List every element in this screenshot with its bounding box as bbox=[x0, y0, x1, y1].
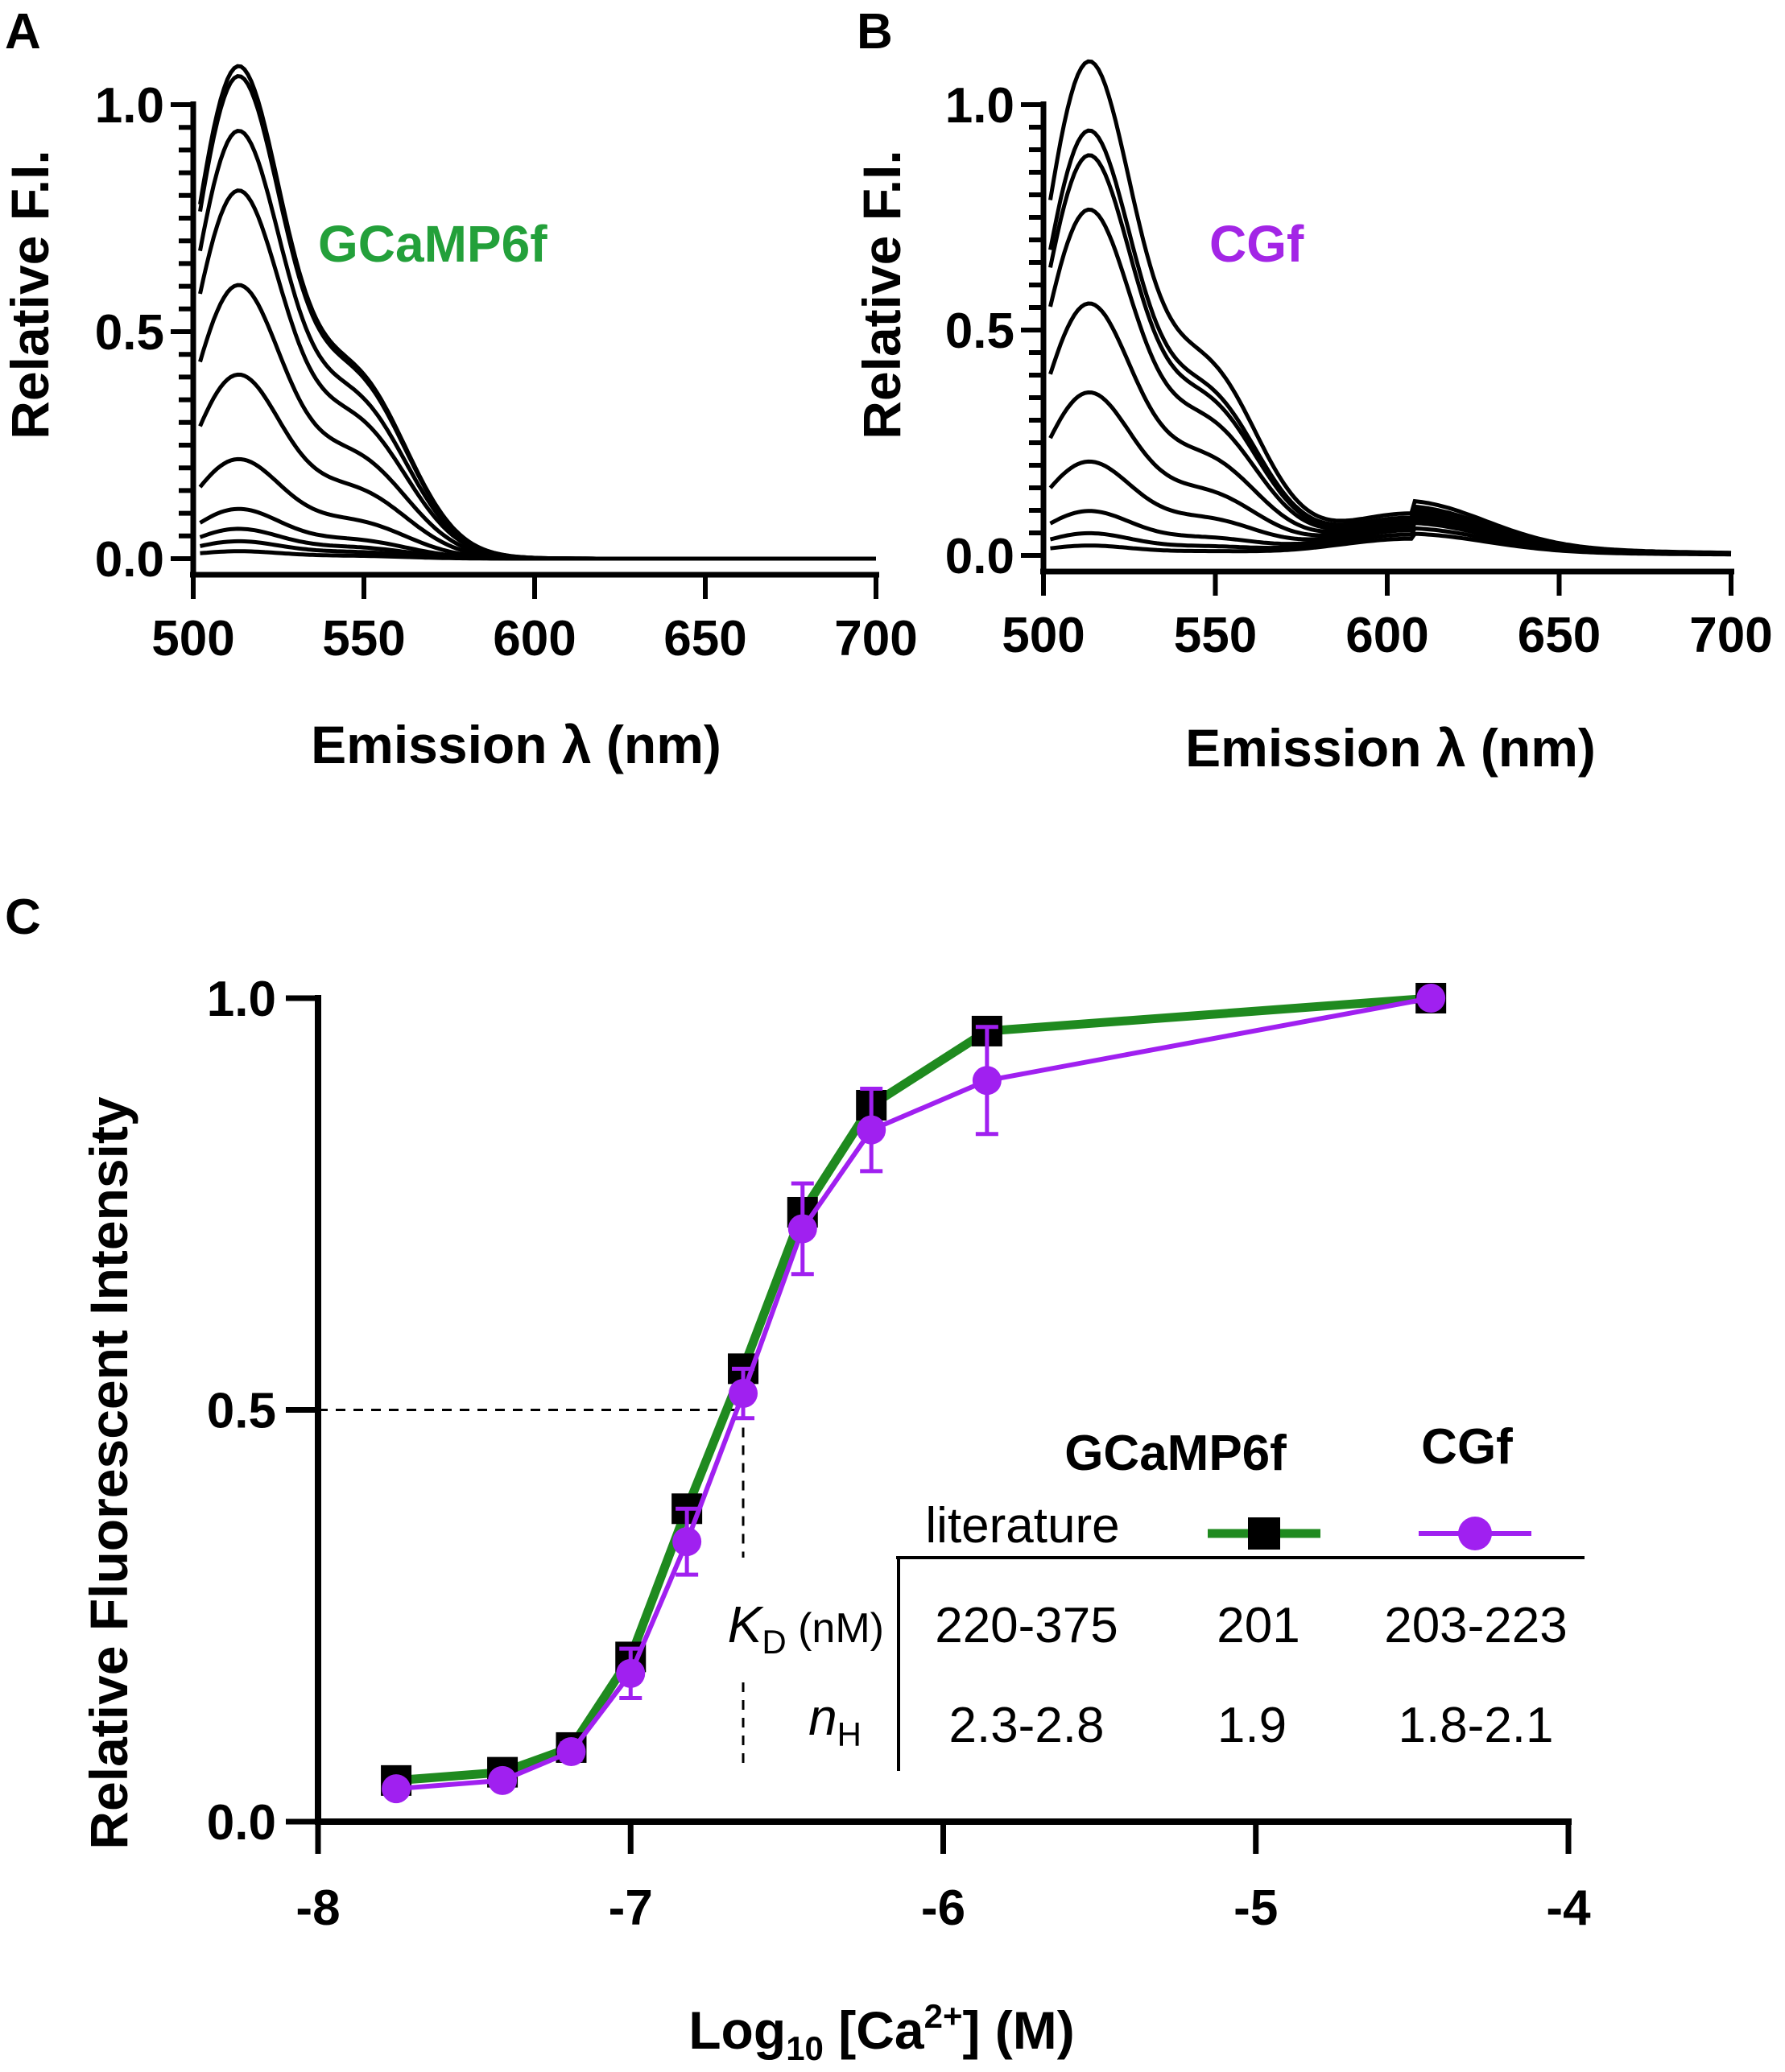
x-tick-label: 600 bbox=[493, 611, 576, 667]
table-header-literature: literature bbox=[925, 1498, 1119, 1554]
spectrum-curve-4 bbox=[199, 506, 876, 561]
spectrum-curve-11 bbox=[198, 64, 876, 561]
y-tick-label: 1.0 bbox=[945, 78, 1014, 134]
gcamp-series-line bbox=[395, 993, 1432, 1785]
y-tick-label: 0.5 bbox=[95, 305, 164, 361]
cgf-point-1 bbox=[382, 1774, 411, 1804]
x-tick-label: -5 bbox=[1233, 1880, 1278, 1936]
y-tick-label: 0.0 bbox=[945, 529, 1014, 584]
y-tick-label: 1.0 bbox=[207, 972, 276, 1027]
panel-a-axes: 0.0 0.5 1.0 500 550 600 650 700 bbox=[95, 78, 918, 667]
x-title-sup: 2+ bbox=[924, 1997, 963, 2035]
cgf-point-10 bbox=[1416, 984, 1446, 1013]
spectrum-curve-9 bbox=[1048, 128, 1731, 555]
panel-b: B CGf 0.0 0.5 1.0 500 550 600 650 700 Emission … bbox=[852, 4, 1773, 778]
cgf-point-4 bbox=[616, 1658, 646, 1688]
row-label-kd: KD (nM) bbox=[728, 1595, 884, 1661]
cgf-series-line bbox=[395, 996, 1432, 1792]
cgf-point-2 bbox=[488, 1765, 518, 1795]
panel-c-series bbox=[381, 983, 1447, 1804]
table-header-cgf: CGf bbox=[1421, 1419, 1513, 1475]
panel-c-half-max-guides bbox=[318, 1409, 745, 1771]
x-tick-label: -8 bbox=[295, 1880, 340, 1936]
panel-c-axes: 0.0 0.5 1.0 -8 -7 -6 -5 -4 bbox=[207, 972, 1591, 1936]
panel-a-inset-label: GCaMP6f bbox=[318, 215, 547, 273]
spectrum-curve-7 bbox=[198, 283, 876, 561]
parameter-table: GCaMP6f CGf literature KD (nM) nH 220-37… bbox=[728, 1419, 1585, 1771]
row-label-nh: nH bbox=[808, 1688, 862, 1753]
cgf-point-6 bbox=[729, 1379, 758, 1409]
y-tick-label: 1.0 bbox=[95, 78, 164, 134]
x-tick-label: 500 bbox=[151, 611, 234, 667]
x-tick-label: 650 bbox=[1518, 608, 1601, 663]
cgf-point-3 bbox=[556, 1737, 586, 1767]
cgf-point-8 bbox=[857, 1115, 886, 1145]
nh-main: n bbox=[808, 1688, 837, 1746]
cgf-point-9 bbox=[972, 1066, 1002, 1096]
kd-main: K bbox=[728, 1595, 765, 1653]
cgf-point-5 bbox=[672, 1527, 702, 1557]
y-tick-label: 0.0 bbox=[207, 1795, 276, 1851]
x-tick-label: 700 bbox=[834, 611, 917, 667]
panel-a-curves bbox=[198, 64, 876, 561]
panel-a: A GCaMP6f 0.0 0.5 1.0 500 550 600 650 700 Emiss… bbox=[0, 4, 918, 774]
panel-b-y-axis-title: Relative F.I. bbox=[852, 150, 911, 440]
legend-gcamp-square-marker bbox=[1248, 1517, 1280, 1550]
panel-c-letter: C bbox=[5, 889, 41, 945]
x-title-ca: [Ca bbox=[824, 2000, 925, 2060]
panel-a-x-axis-title: Emission λ (nm) bbox=[311, 715, 721, 774]
y-tick-label: 0.5 bbox=[207, 1384, 276, 1439]
x-tick-label: -4 bbox=[1546, 1880, 1591, 1936]
x-tick-label: 550 bbox=[1174, 608, 1257, 663]
x-tick-label: 500 bbox=[1002, 608, 1085, 663]
x-title-sub: 10 bbox=[786, 2029, 824, 2067]
x-title-log: Log bbox=[688, 2000, 786, 2060]
spectrum-curve-10 bbox=[1048, 59, 1732, 555]
cell-nh-literature: 2.3-2.8 bbox=[948, 1698, 1104, 1753]
x-tick-label: -6 bbox=[921, 1880, 965, 1936]
table-header-gcamp: GCaMP6f bbox=[1064, 1426, 1287, 1481]
x-tick-label: 650 bbox=[663, 611, 746, 667]
cgf-point-7 bbox=[787, 1214, 817, 1244]
panel-b-curves bbox=[1048, 59, 1732, 557]
x-tick-label: 600 bbox=[1345, 608, 1428, 663]
panel-b-axes: 0.0 0.5 1.0 500 550 600 650 700 bbox=[945, 78, 1773, 663]
panel-c-y-axis-title: Relative Fluorescent Intensity bbox=[79, 1096, 138, 1850]
cell-nh-cgf: 1.8-2.1 bbox=[1398, 1698, 1553, 1753]
y-tick-label: 0.5 bbox=[945, 303, 1014, 359]
x-tick-label: -7 bbox=[609, 1880, 653, 1936]
cell-kd-cgf: 203-223 bbox=[1384, 1598, 1568, 1653]
kd-sub: D bbox=[762, 1623, 786, 1661]
panel-b-inset-label: CGf bbox=[1209, 215, 1304, 273]
nh-sub: H bbox=[837, 1715, 862, 1753]
panel-c: C 0.0 0.5 1.0 -8 -7 -6 -5 -4 Relative Fluoresce… bbox=[5, 889, 1591, 2067]
kd-unit: (nM) bbox=[787, 1605, 884, 1652]
panel-a-y-axis-title: Relative F.I. bbox=[0, 150, 60, 440]
panel-a-letter: A bbox=[5, 4, 41, 60]
y-tick-label: 0.0 bbox=[95, 532, 164, 588]
panel-b-x-axis-title: Emission λ (nm) bbox=[1185, 718, 1596, 778]
x-title-unit: ] (M) bbox=[962, 2000, 1074, 2060]
legend-cgf-circle-marker bbox=[1458, 1517, 1492, 1550]
panel-c-x-axis-title: Log10 [Ca2+] (M) bbox=[688, 1997, 1075, 2067]
x-tick-label: 550 bbox=[322, 611, 405, 667]
cell-nh-gcamp: 1.9 bbox=[1217, 1698, 1287, 1753]
x-tick-label: 700 bbox=[1689, 608, 1772, 663]
panel-b-letter: B bbox=[857, 4, 893, 60]
cell-kd-gcamp: 201 bbox=[1217, 1598, 1299, 1653]
cell-kd-literature: 220-375 bbox=[935, 1598, 1118, 1653]
